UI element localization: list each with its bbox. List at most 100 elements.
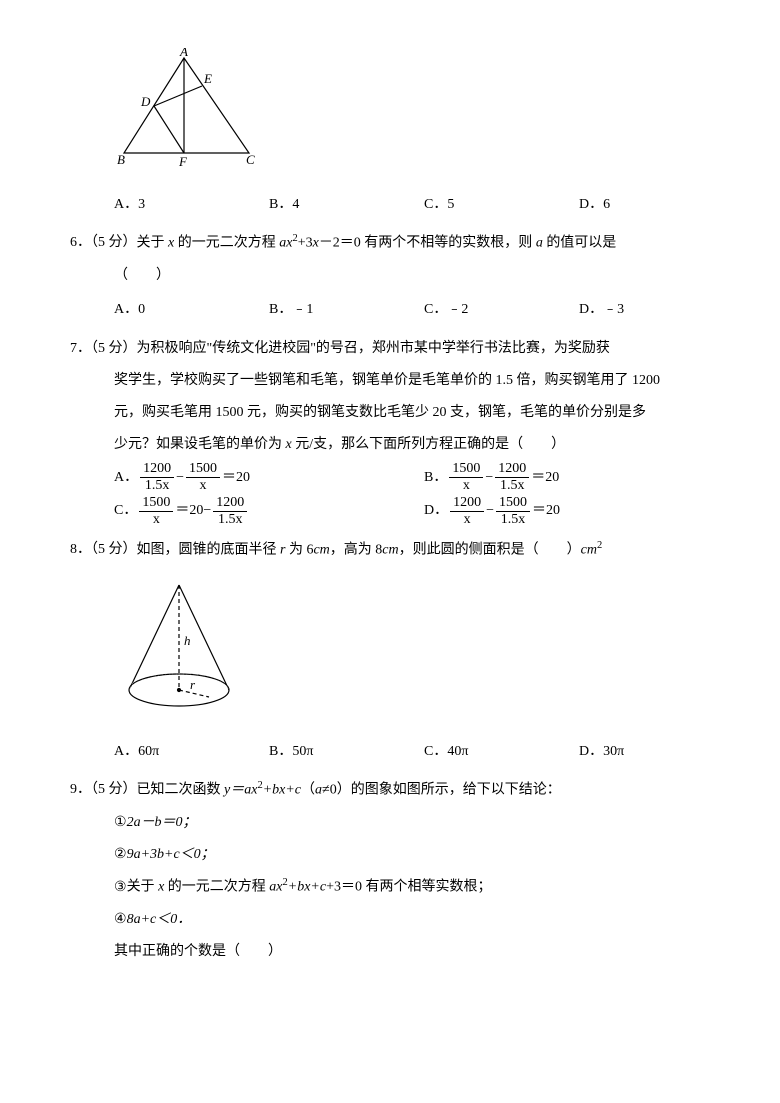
q5-option-a[interactable]: A．3 — [114, 189, 269, 221]
question-9: 9．（5 分） 已知二次函数 y＝ax2+bx+c（a≠0）的图象如图所示，给下… — [70, 774, 710, 968]
q9-statement-3: ③关于 x 的一元二次方程 ax2+bx+c+3＝0 有两个相等实数根； — [70, 871, 710, 904]
q9s2t: 9a+3b+c＜0； — [127, 847, 215, 862]
q9ebx: +bx+c — [263, 783, 301, 798]
fc2n: 1200 — [213, 495, 247, 512]
q6-paren: （ ） — [70, 260, 710, 292]
q8-option-a[interactable]: A．60π — [114, 736, 269, 768]
q7-a-label: A． — [114, 462, 138, 494]
q9s4t: 8a+c＜0． — [127, 912, 192, 927]
q7ed: ＝20 — [532, 495, 560, 527]
q6-option-a[interactable]: A．0 — [114, 294, 269, 326]
q8tb: 为 6 — [285, 542, 313, 557]
q6-t3: +3 — [298, 236, 313, 251]
q9ta: 已知二次函数 — [137, 783, 225, 798]
q8-option-b[interactable]: B．50π — [269, 736, 424, 768]
label-b: B — [117, 152, 125, 167]
q8ta: 如图，圆锥的底面半径 — [137, 542, 281, 557]
q7-option-c[interactable]: C． 1500x ＝20− 12001.5x — [114, 495, 424, 528]
q6-text: 关于 x 的一元二次方程 ax2+3x－2＝0 有两个不相等的实数根，则 a 的… — [137, 227, 711, 260]
q7-l4b: 元/支，那么下面所列方程正确的是（ ） — [292, 437, 565, 452]
q6-t4: －2＝0 有两个不相等的实数根，则 — [319, 236, 536, 251]
q8-number: 8．（5 分） — [70, 534, 137, 567]
q7-l4a: 少元？如果设毛笔的单价为 — [114, 437, 286, 452]
label-a: A — [179, 48, 188, 59]
q9s1l: ① — [114, 807, 127, 839]
q6-t2: 的一元二次方程 — [174, 236, 279, 251]
q9s3l: ③ — [114, 872, 127, 904]
q7-option-d[interactable]: D． 1200x − 15001.5x ＝20 — [424, 495, 734, 528]
q5-option-c[interactable]: C．5 — [424, 189, 579, 221]
label-r: r — [190, 677, 196, 692]
q7-line3: 元，购买毛笔用 1500 元，购买的钢笔支数比毛笔少 20 支，钢笔，毛笔的单价… — [70, 397, 710, 429]
fa1n: 1200 — [140, 461, 174, 478]
fd1n: 1200 — [450, 495, 484, 512]
q7-options-row2: C． 1500x ＝20− 12001.5x D． 1200x − 15001.… — [70, 495, 710, 528]
q7-option-a[interactable]: A． 12001.5x − 1500x ＝20 — [114, 461, 424, 494]
fd2d: 1.5x — [498, 512, 529, 528]
fd1d: x — [461, 512, 474, 528]
q7-options-row1: A． 12001.5x − 1500x ＝20 B． 1500x − 12001… — [70, 461, 710, 494]
q7-c-label: C． — [114, 495, 137, 527]
q7-line2: 奖学生，学校购买了一些钢笔和毛笔，钢笔单价是毛笔单价的 1.5 倍，购买钢笔用了… — [70, 365, 710, 397]
q5-options: A．3 B．4 C．5 D．6 — [70, 189, 710, 221]
fa2n: 1500 — [186, 461, 220, 478]
q7-number: 7．（5 分） — [70, 333, 137, 365]
fc2d: 1.5x — [215, 512, 246, 528]
q5-option-d[interactable]: D．6 — [579, 189, 734, 221]
q6-a2: a — [536, 236, 543, 251]
q8-options: A．60π B．50π C．40π D．30π — [70, 736, 710, 768]
q5-option-b[interactable]: B．4 — [269, 189, 424, 221]
q9-statement-4: ④8a+c＜0． — [70, 904, 710, 936]
q8td: ，则此圆的侧面积是（ ） — [399, 542, 581, 557]
q7-line4: 少元？如果设毛笔的单价为 x 元/支，那么下面所列方程正确的是（ ） — [70, 429, 710, 461]
q8cm1: cm — [313, 542, 329, 557]
q9s3eq2: +bx+c — [288, 880, 326, 895]
q6-t5: 的值可以是 — [543, 236, 617, 251]
fb2d: 1.5x — [497, 478, 528, 494]
question-5: A B C D E F A．3 B．4 C．5 D．6 — [70, 48, 710, 221]
q5-triangle-diagram: A B C D E F — [70, 48, 710, 181]
q7-option-b[interactable]: B． 1500x − 12001.5x ＝20 — [424, 461, 734, 494]
q8tc: ，高为 8 — [330, 542, 383, 557]
q8-cone-diagram: h r — [70, 575, 710, 728]
q8cm2: cm — [382, 542, 398, 557]
q7mb: − — [485, 462, 493, 494]
q7ea: ＝20 — [222, 462, 250, 494]
q9s3eq: ax — [269, 880, 282, 895]
fa1d: 1.5x — [142, 478, 173, 494]
q9tc: ≠0）的图象如图所示，给下以下结论： — [322, 783, 561, 798]
q9s3c: +3＝0 有两个相等实数根； — [326, 880, 491, 895]
q9ey: y＝ax — [224, 783, 257, 798]
q8-option-d[interactable]: D．30π — [579, 736, 734, 768]
q7-d-label: D． — [424, 495, 448, 527]
question-8: 8．（5 分） 如图，圆锥的底面半径 r 为 6cm，高为 8cm，则此圆的侧面… — [70, 534, 710, 768]
q6-option-d[interactable]: D．﹣3 — [579, 294, 734, 326]
label-f: F — [178, 154, 188, 168]
fc1n: 1500 — [139, 495, 173, 512]
q9-final: 其中正确的个数是（ ） — [70, 936, 710, 968]
q7eb: ＝20 — [531, 462, 559, 494]
label-h: h — [184, 633, 191, 648]
q7ma: − — [176, 462, 184, 494]
label-c: C — [246, 152, 255, 167]
q6-t1: 关于 — [137, 236, 169, 251]
q6-option-c[interactable]: C．﹣2 — [424, 294, 579, 326]
fc1d: x — [150, 512, 163, 528]
fd2n: 1500 — [496, 495, 530, 512]
q9s3b: 的一元二次方程 — [164, 880, 269, 895]
q6-number: 6．（5 分） — [70, 227, 137, 260]
q8cm3: cm — [581, 542, 597, 557]
label-e: E — [203, 71, 212, 86]
q8-option-c[interactable]: C．40π — [424, 736, 579, 768]
fb1d: x — [460, 478, 473, 494]
q9-number: 9．（5 分） — [70, 774, 137, 807]
q9s2l: ② — [114, 839, 127, 871]
q7-line1: 为积极响应"传统文化进校园"的号召，郑州市某中学举行书法比赛，为奖励获 — [137, 333, 711, 365]
q9-statement-2: ②9a+3b+c＜0； — [70, 839, 710, 871]
fb2n: 1200 — [495, 461, 529, 478]
q9a: a — [315, 783, 322, 798]
q6-option-b[interactable]: B．﹣1 — [269, 294, 424, 326]
q6-options: A．0 B．﹣1 C．﹣2 D．﹣3 — [70, 294, 710, 326]
question-7: 7．（5 分） 为积极响应"传统文化进校园"的号召，郑州市某中学举行书法比赛，为… — [70, 333, 710, 528]
fb1n: 1500 — [449, 461, 483, 478]
